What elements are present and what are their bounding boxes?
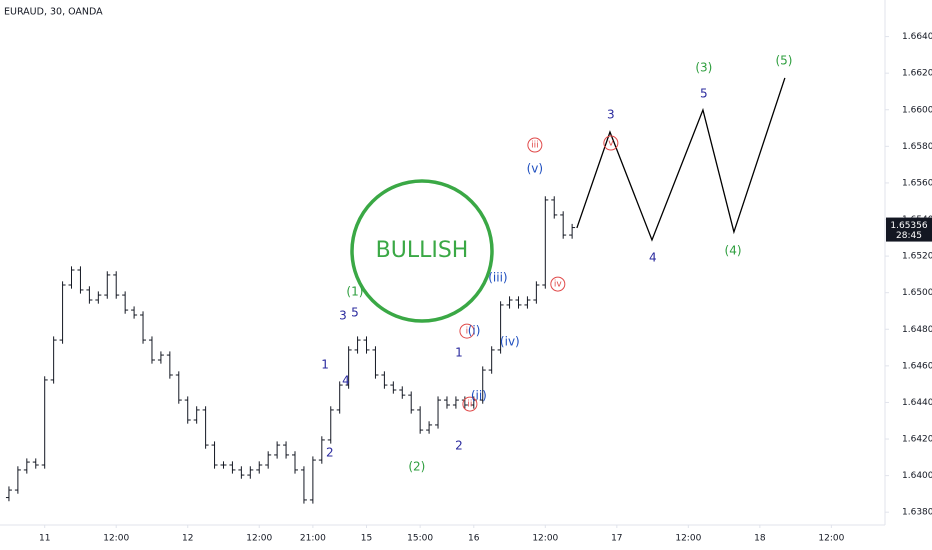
wave-label: 5	[700, 87, 708, 101]
y-tick-label: 1.64000	[902, 471, 932, 481]
x-tick-label: 18	[754, 534, 766, 544]
wave-label: (1)	[346, 284, 363, 298]
y-tick-label: 1.64800	[902, 325, 932, 335]
x-tick-label: 12:00	[246, 534, 272, 544]
x-tick-label: 15:00	[407, 534, 433, 544]
wave-label: 2	[455, 438, 463, 452]
wave-circle	[603, 135, 619, 151]
wave-circle	[459, 323, 475, 339]
last-price: 1.65356	[890, 221, 927, 231]
wave-label: (iv)	[500, 335, 520, 349]
wave-label: 4	[649, 250, 657, 264]
x-tick-label: 16	[468, 534, 480, 544]
wave-label: (ii)	[471, 389, 487, 403]
wave-circle	[550, 276, 566, 292]
chart-title: EURAUD, 30, OANDA	[4, 7, 103, 18]
wave-label: 1	[321, 357, 329, 371]
wave-label: 5	[351, 305, 359, 319]
wave-label: 3	[607, 108, 615, 122]
wave-circle	[527, 137, 543, 153]
y-tick-label: 1.66400	[902, 32, 932, 42]
y-tick-label: 1.65000	[902, 288, 932, 298]
wave-label: 3	[339, 309, 347, 323]
wave-label: 4	[342, 374, 350, 388]
wave-label: iv	[554, 280, 563, 290]
x-tick-label: 12:00	[532, 534, 558, 544]
y-tick-label: 1.64600	[902, 361, 932, 371]
y-tick-label: 1.64200	[902, 435, 932, 445]
badge-circle	[350, 179, 494, 323]
x-tick-label: 12:00	[103, 534, 129, 544]
price-badge	[886, 217, 932, 242]
wave-label: 1	[455, 346, 463, 360]
wave-label: 2	[326, 446, 334, 460]
wave-label: (5)	[775, 53, 792, 67]
x-tick-label: 21:00	[300, 534, 326, 544]
wave-label: (3)	[695, 61, 712, 75]
x-tick-label: 12	[182, 534, 193, 544]
x-tick-label: 15	[361, 534, 372, 544]
wave-label: (iii)	[488, 271, 507, 285]
wave-label: (2)	[408, 460, 425, 474]
y-tick-label: 1.63800	[902, 508, 932, 518]
y-tick-label: 1.65600	[902, 178, 932, 188]
wave-circle	[462, 396, 478, 412]
x-tick-label: 11	[39, 534, 50, 544]
badge: BULLISH	[376, 238, 469, 263]
x-tick-label: 12:00	[818, 534, 844, 544]
wave-label: (i)	[468, 324, 481, 338]
wave-label: i	[466, 327, 469, 337]
wave-label: (v)	[527, 162, 543, 176]
y-tick-label: 1.66200	[902, 69, 932, 79]
x-tick-label: 17	[611, 534, 622, 544]
y-tick-label: 1.65200	[902, 252, 932, 262]
y-tick-label: 1.64400	[902, 398, 932, 408]
projection-line	[576, 77, 786, 242]
x-tick-label: 12:00	[675, 534, 701, 544]
wave-label: (4)	[725, 243, 742, 257]
wave-label: ii	[467, 400, 472, 410]
countdown: 28:45	[896, 231, 922, 241]
y-tick-label: 1.65800	[902, 142, 932, 152]
wave-label: v	[608, 139, 614, 149]
wave-label: iii	[531, 141, 539, 151]
y-tick-label: 1.66000	[902, 105, 932, 115]
